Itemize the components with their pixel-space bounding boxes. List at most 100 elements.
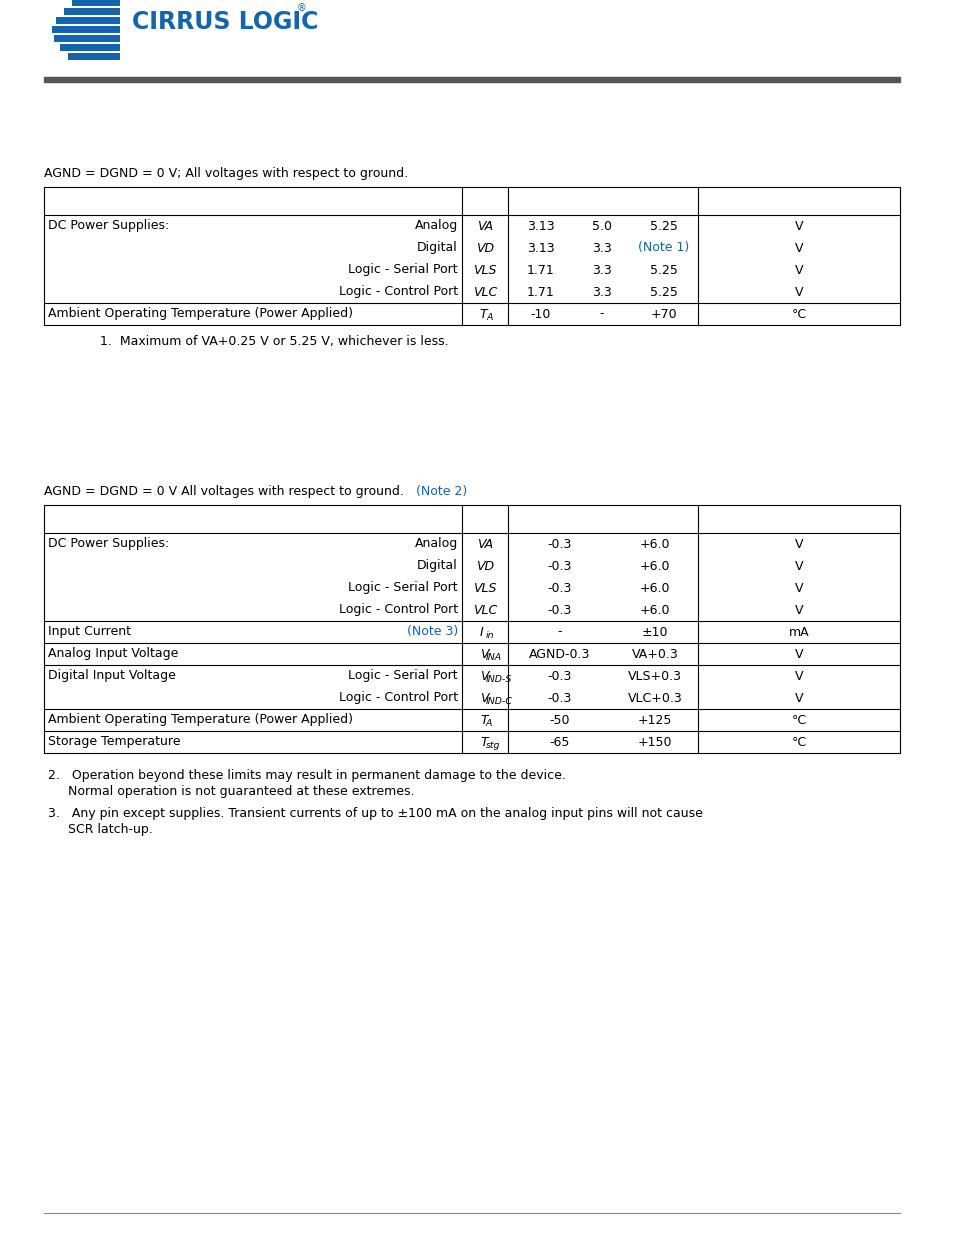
- Text: V: V: [794, 669, 802, 683]
- Text: T: T: [479, 714, 487, 726]
- Text: VA+0.3: VA+0.3: [631, 647, 678, 661]
- Text: VLS: VLS: [473, 263, 497, 277]
- Text: VLC: VLC: [473, 285, 497, 299]
- Text: AGND-0.3: AGND-0.3: [529, 647, 590, 661]
- Text: -0.3: -0.3: [547, 692, 572, 704]
- Text: V: V: [794, 220, 802, 232]
- Text: 3.   Any pin except supplies. Transient currents of up to ±100 mA on the analog : 3. Any pin except supplies. Transient cu…: [48, 806, 702, 820]
- Text: 1.71: 1.71: [527, 285, 555, 299]
- Text: mA: mA: [788, 625, 808, 638]
- Text: Logic - Control Port: Logic - Control Port: [338, 285, 457, 299]
- Bar: [54, 35, 120, 42]
- Text: +125: +125: [638, 714, 672, 726]
- Text: T: T: [479, 736, 487, 748]
- Bar: [64, 15, 120, 17]
- Text: V: V: [794, 604, 802, 616]
- Text: Digital Input Voltage: Digital Input Voltage: [48, 669, 175, 683]
- Text: V: V: [794, 692, 802, 704]
- Text: 3.3: 3.3: [592, 263, 611, 277]
- Text: VD: VD: [476, 242, 494, 254]
- Text: -0.3: -0.3: [547, 537, 572, 551]
- Ellipse shape: [71, 0, 120, 10]
- Text: Analog: Analog: [415, 537, 457, 551]
- Text: VLS+0.3: VLS+0.3: [627, 669, 681, 683]
- Text: V: V: [479, 692, 488, 704]
- Text: -10: -10: [530, 308, 551, 321]
- Text: +150: +150: [638, 736, 672, 748]
- Text: 5.0: 5.0: [592, 220, 612, 232]
- Text: Storage Temperature: Storage Temperature: [48, 736, 180, 748]
- Text: IND-S: IND-S: [485, 674, 511, 684]
- Text: Logic - Serial Port: Logic - Serial Port: [348, 582, 457, 594]
- Text: °C: °C: [791, 308, 805, 321]
- Text: V: V: [794, 559, 802, 573]
- Text: V: V: [794, 242, 802, 254]
- Text: Logic - Control Port: Logic - Control Port: [338, 692, 457, 704]
- Text: 1.71: 1.71: [527, 263, 555, 277]
- Text: -50: -50: [549, 714, 570, 726]
- Bar: [64, 7, 120, 15]
- Text: AGND = DGND = 0 V All voltages with respect to ground.: AGND = DGND = 0 V All voltages with resp…: [44, 484, 408, 498]
- Text: +6.0: +6.0: [639, 582, 670, 594]
- Text: VA: VA: [476, 220, 493, 232]
- Text: V: V: [794, 263, 802, 277]
- Text: Digital: Digital: [416, 559, 457, 573]
- Bar: [44, 505, 899, 753]
- Text: INA: INA: [485, 652, 501, 662]
- Text: Digital: Digital: [416, 242, 457, 254]
- Text: 2.   Operation beyond these limits may result in permanent damage to the device.: 2. Operation beyond these limits may res…: [48, 768, 565, 782]
- Text: in: in: [485, 631, 494, 640]
- Text: °C: °C: [791, 736, 805, 748]
- Text: +6.0: +6.0: [639, 604, 670, 616]
- Text: Analog Input Voltage: Analog Input Voltage: [48, 647, 178, 661]
- Text: -0.3: -0.3: [547, 559, 572, 573]
- Bar: [56, 17, 120, 23]
- Bar: [60, 42, 120, 44]
- Text: +70: +70: [650, 308, 677, 321]
- Text: V: V: [794, 647, 802, 661]
- Text: SCR latch-up.: SCR latch-up.: [48, 823, 152, 836]
- Text: +6.0: +6.0: [639, 559, 670, 573]
- Text: 5.25: 5.25: [649, 285, 678, 299]
- Bar: [71, 6, 120, 7]
- Text: V: V: [794, 537, 802, 551]
- Text: 3.13: 3.13: [527, 220, 555, 232]
- Text: -0.3: -0.3: [547, 582, 572, 594]
- Text: T: T: [478, 308, 486, 321]
- Text: ±10: ±10: [641, 625, 667, 638]
- Text: (Note 1): (Note 1): [638, 242, 689, 254]
- Text: -: -: [599, 308, 603, 321]
- Text: Ambient Operating Temperature (Power Applied): Ambient Operating Temperature (Power App…: [48, 714, 353, 726]
- Text: Logic - Serial Port: Logic - Serial Port: [348, 669, 457, 683]
- Text: VLC+0.3: VLC+0.3: [627, 692, 681, 704]
- Text: (Note 2): (Note 2): [416, 484, 467, 498]
- Text: VLS: VLS: [473, 582, 497, 594]
- Text: VA: VA: [476, 537, 493, 551]
- Text: -0.3: -0.3: [547, 669, 572, 683]
- Text: CIRRUS LOGIC: CIRRUS LOGIC: [132, 10, 318, 35]
- Text: (Note 3): (Note 3): [406, 625, 457, 638]
- Bar: [68, 51, 120, 53]
- Text: stg: stg: [485, 741, 499, 750]
- Text: DC Power Supplies:: DC Power Supplies:: [48, 537, 169, 551]
- Text: Logic - Serial Port: Logic - Serial Port: [348, 263, 457, 277]
- Text: 3.13: 3.13: [527, 242, 555, 254]
- Text: °C: °C: [791, 714, 805, 726]
- Text: 5.25: 5.25: [649, 263, 678, 277]
- Text: DC Power Supplies:: DC Power Supplies:: [48, 220, 169, 232]
- Text: I: I: [479, 625, 483, 638]
- Bar: [44, 186, 899, 325]
- Bar: [54, 33, 120, 35]
- Text: V: V: [479, 647, 488, 661]
- Text: ®: ®: [296, 2, 307, 14]
- Text: Analog: Analog: [415, 220, 457, 232]
- Text: Ambient Operating Temperature (Power Applied): Ambient Operating Temperature (Power App…: [48, 308, 353, 321]
- Text: 5.25: 5.25: [649, 220, 678, 232]
- Text: -: -: [558, 625, 561, 638]
- Text: +6.0: +6.0: [639, 537, 670, 551]
- Text: Input Current: Input Current: [48, 625, 131, 638]
- Text: VLC: VLC: [473, 604, 497, 616]
- Text: V: V: [479, 669, 488, 683]
- Text: A: A: [485, 719, 491, 727]
- Text: AGND = DGND = 0 V; All voltages with respect to ground.: AGND = DGND = 0 V; All voltages with res…: [44, 167, 408, 179]
